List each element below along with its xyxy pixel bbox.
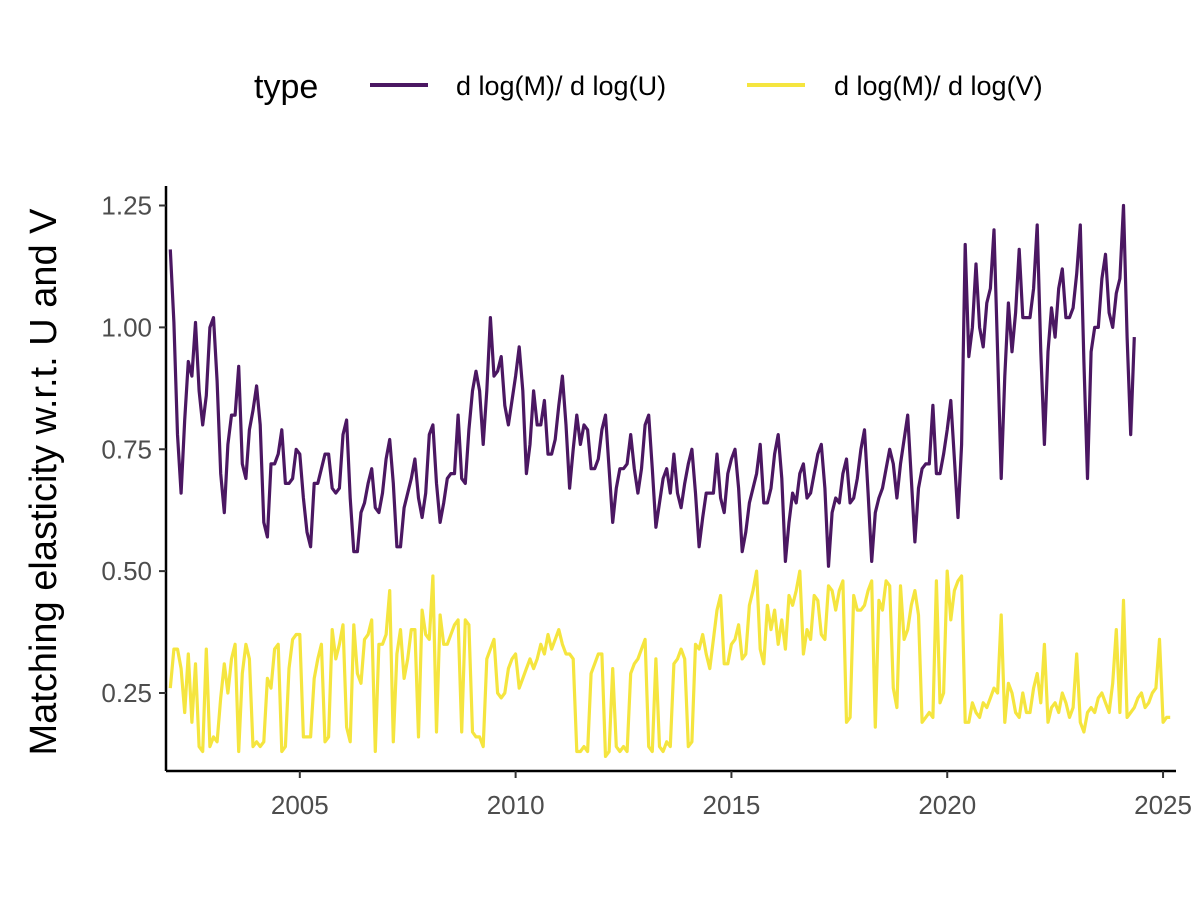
y-axis-ticks: 0.25 0.50 0.75 1.00 1.25: [101, 191, 166, 708]
legend: type d log(M)/ d log(U) d log(M)/ d log(…: [254, 68, 1043, 106]
y-tick-label: 0.25: [101, 678, 152, 708]
x-tick-label: 2025: [1134, 790, 1192, 820]
x-axis-ticks: 2005 2010 2015 2020 2025: [271, 771, 1192, 820]
y-tick-label: 0.50: [101, 556, 152, 586]
series-line-v: [168, 569, 1171, 759]
y-tick-label: 1.25: [101, 191, 152, 221]
legend-title: type: [254, 68, 318, 106]
x-tick-label: 2015: [703, 790, 761, 820]
series-layer: [168, 203, 1171, 759]
x-tick-label: 2005: [271, 790, 329, 820]
y-tick-label: 0.75: [101, 434, 152, 464]
legend-label-u: d log(M)/ d log(U): [456, 71, 666, 101]
x-tick-label: 2020: [918, 790, 976, 820]
y-axis-title: Matching elasticity w.r.t. U and V: [23, 208, 65, 756]
legend-label-v: d log(M)/ d log(V): [834, 71, 1043, 101]
y-tick-label: 1.00: [101, 312, 152, 342]
series-line-u: [168, 203, 1136, 568]
x-tick-label: 2010: [487, 790, 545, 820]
